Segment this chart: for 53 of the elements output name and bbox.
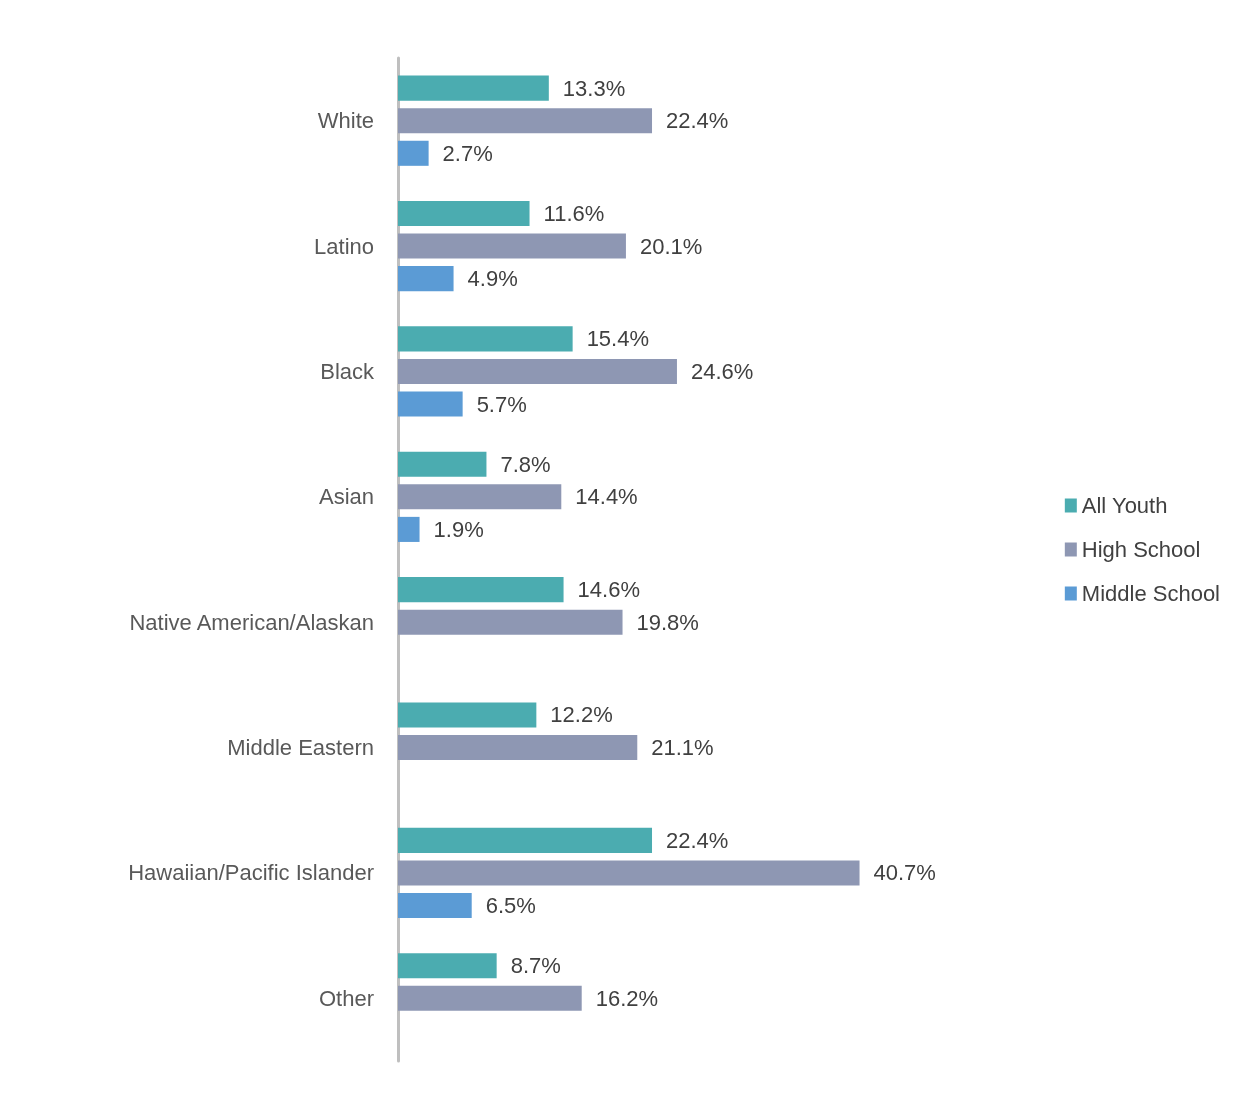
bar: [398, 953, 497, 979]
data-label: 21.1%: [651, 735, 714, 761]
bar: [398, 484, 562, 510]
bar: [398, 75, 549, 101]
data-label: 13.3%: [562, 75, 626, 101]
bar: [398, 702, 537, 728]
bar: [398, 860, 860, 886]
bar: [398, 827, 653, 853]
data-label: 7.8%: [500, 451, 551, 477]
bar: [398, 233, 626, 259]
data-label: 20.1%: [639, 233, 703, 259]
data-label: 5.7%: [476, 391, 527, 417]
data-label: 14.4%: [575, 484, 638, 510]
y-tick-label: Hawaiian/Pacific Islander: [128, 860, 374, 886]
data-label: 8.7%: [510, 953, 561, 979]
legend-label: High School: [1081, 537, 1201, 562]
y-tick-label: Asian: [318, 484, 374, 510]
bar: [398, 391, 463, 417]
data-label: 22.4%: [666, 108, 729, 134]
data-label: 12.2%: [550, 702, 613, 728]
legend-label: All Youth: [1081, 493, 1168, 518]
y-tick-label: Native American/Alaskan: [129, 609, 374, 635]
data-label: 22.4%: [666, 827, 729, 853]
data-label: 1.9%: [433, 516, 484, 542]
bar: [398, 326, 573, 352]
bar: [398, 358, 677, 384]
bar: [398, 108, 653, 134]
data-label: 15.4%: [586, 326, 650, 352]
legend-label: Middle School: [1081, 581, 1220, 606]
data-label: 14.6%: [577, 577, 640, 603]
bar: [398, 985, 582, 1011]
bar: [398, 451, 487, 477]
y-tick-label: Other: [318, 985, 374, 1011]
y-tick-label: Black: [320, 358, 375, 384]
data-label: 6.5%: [485, 893, 536, 919]
bar: [398, 893, 472, 919]
data-label: 2.7%: [442, 140, 493, 166]
y-tick-label: White: [317, 108, 374, 134]
bar: [398, 577, 564, 603]
data-label: 11.6%: [543, 200, 605, 226]
bar: [398, 735, 638, 761]
y-tick-label: Middle Eastern: [227, 735, 374, 761]
data-label: 24.6%: [690, 358, 754, 384]
data-label: 4.9%: [467, 266, 518, 292]
y-tick-label: Latino: [314, 233, 374, 259]
bar: [398, 200, 530, 226]
data-label: 19.8%: [636, 609, 699, 635]
bar: [398, 516, 420, 542]
bar: [398, 266, 454, 292]
data-label: 16.2%: [595, 985, 659, 1011]
bar: [398, 140, 429, 166]
bar: [398, 609, 623, 635]
data-label: 40.7%: [873, 860, 936, 886]
